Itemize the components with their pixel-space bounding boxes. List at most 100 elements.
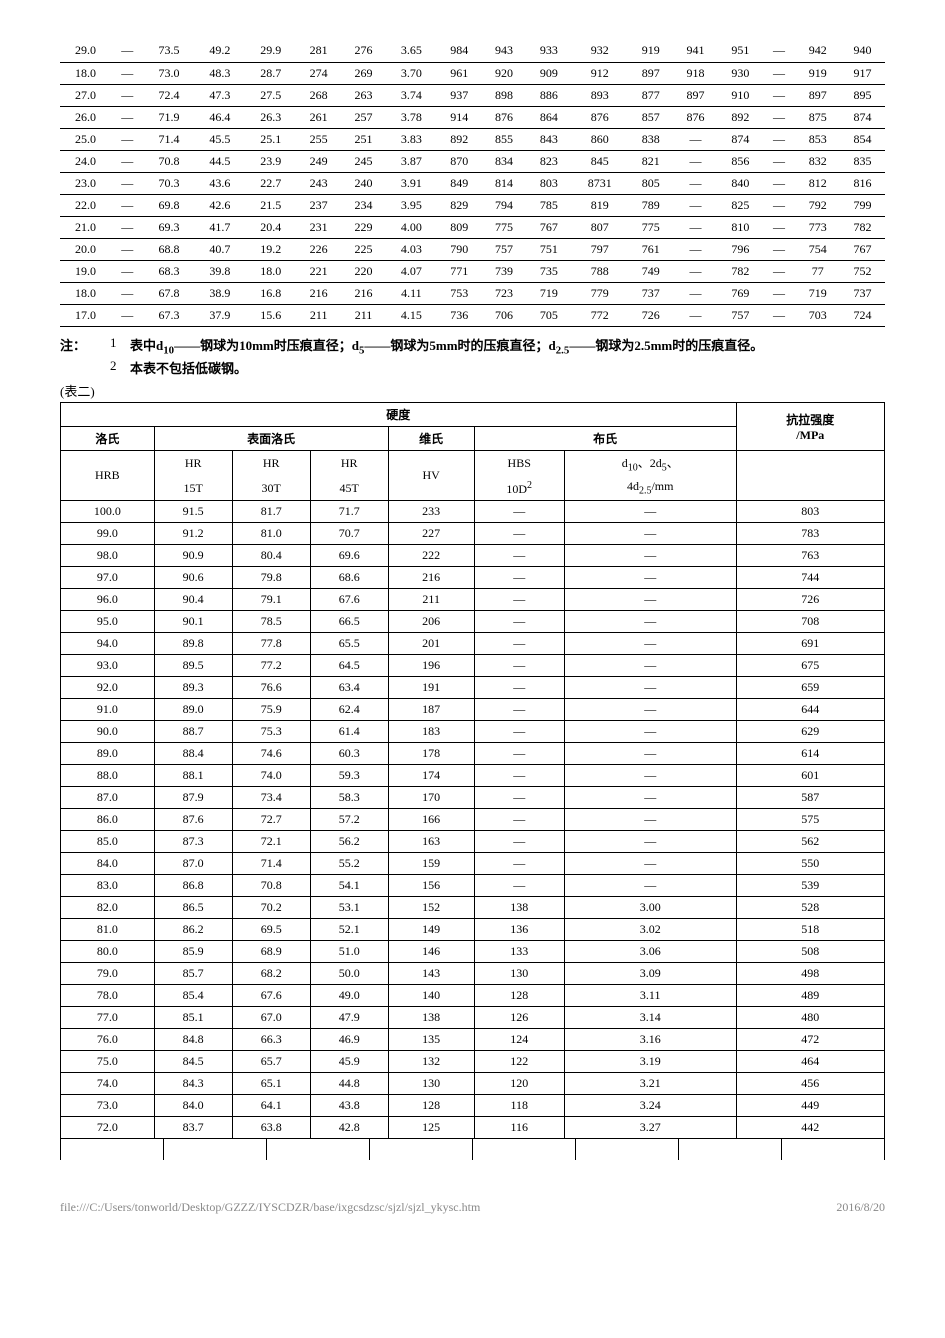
table-row: 26.0—71.946.426.32612573.789148768648768… [60,106,885,128]
table-cell: 897 [673,84,718,106]
table-cell: 73.0 [144,62,195,84]
table-row: 79.085.768.250.01431303.09498 [61,962,885,984]
table-cell: 84.0 [61,852,155,874]
table-cell: 125 [388,1116,474,1138]
table-cell: 66.3 [232,1028,310,1050]
table-cell: 575 [736,808,884,830]
table-cell: 961 [437,62,482,84]
table-cell: 3.70 [386,62,437,84]
table-cell: 860 [571,128,628,150]
note-row-2: 2 本表不包括低碳钢。 [60,358,885,377]
table-cell: 86.5 [154,896,232,918]
table-cell: 74.0 [61,1072,155,1094]
table-cell: 4.07 [386,260,437,282]
table-cell: 719 [795,282,840,304]
table-cell: — [474,566,564,588]
table-cell: 794 [482,194,527,216]
note-text-1: 表中d10——钢球为10mm时压痕直径；d5——钢球为5mm时的压痕直径；d2.… [130,335,885,357]
table-cell: 783 [736,522,884,544]
table-cell: 130 [474,962,564,984]
table-cell: 779 [571,282,628,304]
table-row: 27.0—72.447.327.52682633.749378988868938… [60,84,885,106]
hdr-hr30t-2: 30T [232,476,310,500]
table-cell: 20.0 [60,238,111,260]
hdr-luoshi: 洛氏 [61,427,155,451]
table-cell: 88.7 [154,720,232,742]
table-cell: 26.3 [245,106,296,128]
table-cell: 3.06 [564,940,736,962]
table-cell: 803 [526,172,571,194]
table-row: 83.086.870.854.1156——539 [61,874,885,896]
table-cell: 70.2 [232,896,310,918]
table-cell: 753 [437,282,482,304]
table-cell: 803 [736,500,884,522]
table-cell: 22.0 [60,194,111,216]
table-cell: 89.0 [61,742,155,764]
table-cell: 22.7 [245,172,296,194]
table-cell: 3.14 [564,1006,736,1028]
table-cell: 819 [571,194,628,216]
table-cell: 785 [526,194,571,216]
table-cell: 489 [736,984,884,1006]
table-cell: 754 [795,238,840,260]
table-cell: 897 [628,62,673,84]
table-cell: 47.9 [310,1006,388,1028]
table2-partial [60,1138,885,1160]
table-cell: 243 [296,172,341,194]
table-cell: 76.6 [232,676,310,698]
table-cell: — [763,194,796,216]
table-cell: — [763,84,796,106]
note-num-2: 2 [110,358,130,377]
table-cell: — [564,808,736,830]
table-cell: 27.5 [245,84,296,106]
table-cell: 68.9 [232,940,310,962]
table-cell: 736 [437,304,482,326]
table-cell: 146 [388,940,474,962]
table-cell: 79.1 [232,588,310,610]
table-cell: 659 [736,676,884,698]
table-cell: 136 [474,918,564,940]
table-cell: 71.9 [144,106,195,128]
table-cell: 81.7 [232,500,310,522]
table-cell: 3.78 [386,106,437,128]
table-cell: 874 [718,128,763,150]
table-cell: 159 [388,852,474,874]
table-cell: 919 [795,62,840,84]
table-cell: 76.0 [61,1028,155,1050]
table-cell: 744 [736,566,884,588]
table-cell: — [673,304,718,326]
table-cell: 85.4 [154,984,232,1006]
table-cell: 442 [736,1116,884,1138]
table-cell: 66.5 [310,610,388,632]
table-cell: — [673,282,718,304]
table-row: 25.0—71.445.525.12552513.838928558438608… [60,128,885,150]
table-row: 88.088.174.059.3174——601 [61,764,885,786]
table-cell: — [564,852,736,874]
table-cell: — [474,742,564,764]
table-cell: 56.2 [310,830,388,852]
table-cell: 3.19 [564,1050,736,1072]
table-cell: — [564,830,736,852]
table-cell: — [111,194,144,216]
table-row: 89.088.474.660.3178——614 [61,742,885,764]
table-cell: 67.8 [144,282,195,304]
table-cell: 796 [718,238,763,260]
table-cell: 876 [482,106,527,128]
table-cell: — [673,128,718,150]
table-cell: 675 [736,654,884,676]
table-cell: 3.00 [564,896,736,918]
table-cell: 82.0 [61,896,155,918]
hardness-table-2: 硬度 抗拉强度 /MPa 洛氏 表面洛氏 维氏 布氏 HRB HR HR HR … [60,402,885,1139]
table-cell: 63.8 [232,1116,310,1138]
table-cell: 75.9 [232,698,310,720]
hdr-hv: HV [388,451,474,501]
table-cell: 737 [628,282,673,304]
table-cell: 69.6 [310,544,388,566]
table-row: 99.091.281.070.7227——783 [61,522,885,544]
table-cell: 211 [341,304,386,326]
table-cell: 269 [341,62,386,84]
table-cell: 227 [388,522,474,544]
table-cell: 65.5 [310,632,388,654]
table-cell: 163 [388,830,474,852]
table-cell: 79.8 [232,566,310,588]
